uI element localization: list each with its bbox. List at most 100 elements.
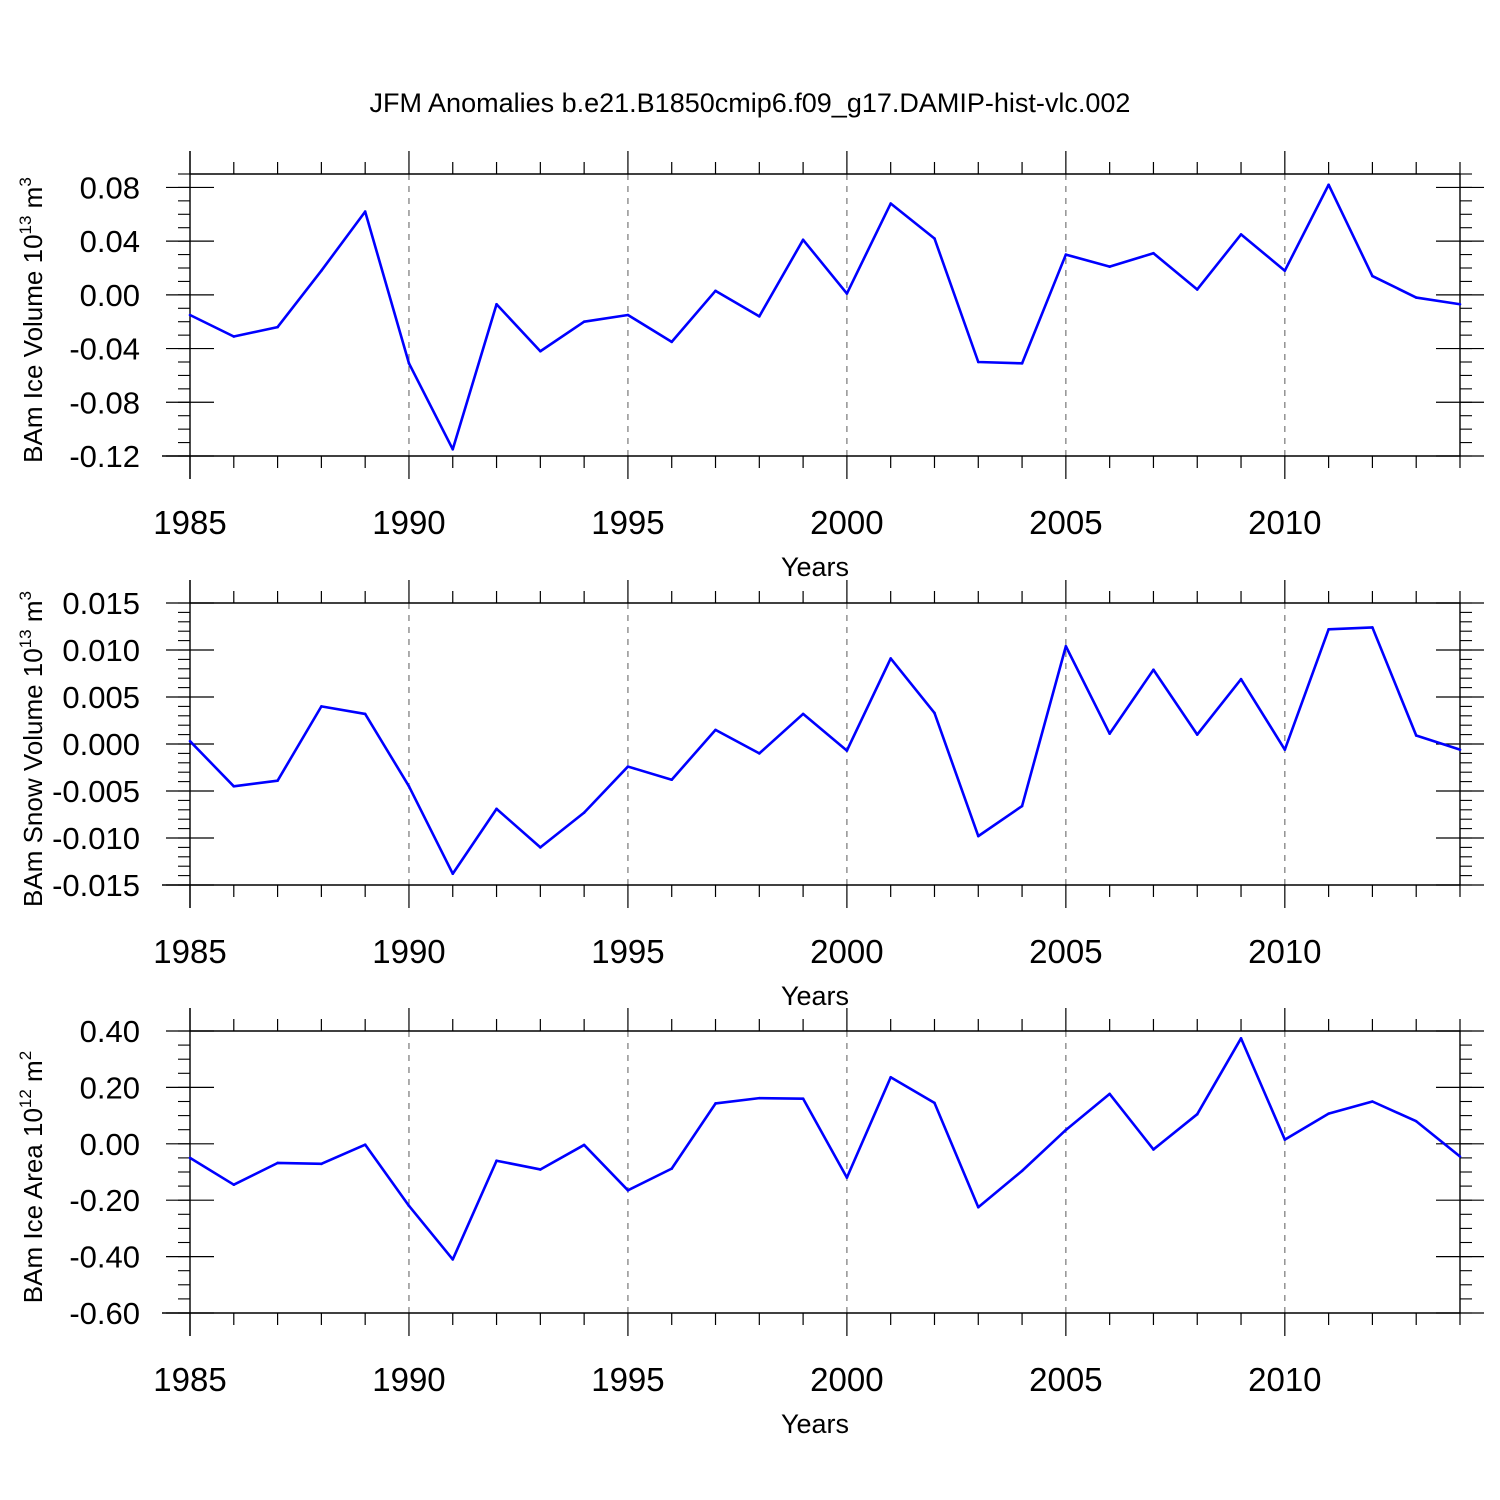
data-point xyxy=(714,728,717,732)
data-point xyxy=(1064,1128,1068,1132)
data-point xyxy=(1371,626,1374,629)
data-point xyxy=(1020,1169,1024,1173)
x-tick-label: 2010 xyxy=(1248,1361,1321,1398)
x-tick-label: 1995 xyxy=(591,504,664,541)
y-axis-label-superscript: 2 xyxy=(16,1051,35,1060)
data-point xyxy=(232,1183,236,1186)
y-tick-label: 0.005 xyxy=(62,680,140,715)
data-point xyxy=(1195,288,1199,291)
chart-panel-3: 1985 1990 1995 2000 2005 2010 -0.60 -0.40 -0.20 0… xyxy=(16,1008,1484,1439)
data-point xyxy=(1239,1037,1243,1040)
data-point xyxy=(670,778,674,782)
y-tick-label: -0.005 xyxy=(52,774,140,809)
data-point xyxy=(1195,1112,1199,1116)
y-tick-label: -0.015 xyxy=(52,868,140,903)
x-axis-label: Years xyxy=(781,981,849,1011)
data-point xyxy=(1371,1100,1374,1103)
y-axis-label-part: m xyxy=(18,187,48,216)
y-tick-label: 0.20 xyxy=(80,1070,140,1105)
y-tick-label: 0.000 xyxy=(62,727,140,762)
y-tick-label: 0.08 xyxy=(80,170,140,205)
panels: 1985 1990 1995 2000 2005 2010 -0.12 -0.08 -0.04 0… xyxy=(16,151,1484,1439)
x-tick-label: 2000 xyxy=(810,933,883,970)
x-tick-label: 2000 xyxy=(810,504,883,541)
data-point xyxy=(1108,732,1111,735)
data-point xyxy=(801,1097,805,1100)
x-tick-label: 1985 xyxy=(153,933,226,970)
data-point xyxy=(1327,628,1330,631)
x-tick-label: 1985 xyxy=(153,504,226,541)
data-point xyxy=(320,1162,323,1166)
data-point xyxy=(582,811,586,814)
data-point xyxy=(1371,274,1374,278)
data-point xyxy=(626,313,630,317)
data-point xyxy=(1283,269,1287,272)
x-tick-label: 1990 xyxy=(372,933,445,970)
data-point xyxy=(1414,734,1418,737)
x-tick-label: 2005 xyxy=(1029,1361,1102,1398)
data-point xyxy=(539,846,542,849)
data-point xyxy=(758,752,761,755)
data-point xyxy=(1195,733,1199,736)
y-tick-label: -0.12 xyxy=(69,439,140,474)
y-axis-label: BAm Snow Volume 1013 m3 xyxy=(16,591,48,907)
x-tick-label: 2005 xyxy=(1029,933,1102,970)
x-tick-label: 1995 xyxy=(591,1361,664,1398)
data-point xyxy=(407,1204,411,1208)
x-tick-label: 1990 xyxy=(372,1361,445,1398)
data-point xyxy=(801,238,805,242)
data-point xyxy=(1239,233,1243,236)
data-point xyxy=(451,1258,455,1261)
data-point xyxy=(451,447,455,451)
data-point xyxy=(1152,251,1155,255)
data-point xyxy=(1283,748,1287,751)
data-point xyxy=(889,1075,892,1079)
data-point xyxy=(758,1096,761,1100)
data-point xyxy=(495,807,498,811)
data-point xyxy=(1458,302,1462,306)
data-point xyxy=(801,712,805,716)
data-point xyxy=(714,1102,717,1105)
data-point xyxy=(889,202,892,205)
data-point xyxy=(276,1161,279,1165)
y-tick-label: -0.60 xyxy=(69,1296,140,1331)
data-point xyxy=(1458,1155,1462,1158)
data-point xyxy=(407,362,411,365)
data-point xyxy=(451,872,455,876)
data-point xyxy=(320,705,323,708)
y-tick-label: -0.08 xyxy=(69,385,140,420)
data-point xyxy=(1152,668,1155,672)
data-point xyxy=(1108,265,1111,268)
data-point xyxy=(539,1168,542,1171)
data-point xyxy=(670,340,674,344)
data-point xyxy=(1414,296,1418,299)
data-point xyxy=(320,269,323,272)
y-axis-label-part: m xyxy=(18,600,48,629)
figure-title: JFM Anomalies b.e21.B1850cmip6.f09_g17.D… xyxy=(370,88,1131,118)
y-axis-label-superscript: 12 xyxy=(16,1089,35,1108)
y-axis-label-part: BAm Ice Volume 10 xyxy=(18,234,48,462)
data-point xyxy=(933,237,936,240)
x-tick-label: 2005 xyxy=(1029,504,1102,541)
x-axis-label: Years xyxy=(781,552,849,582)
data-point xyxy=(495,302,498,306)
x-axis-label: Years xyxy=(781,1409,849,1439)
y-tick-label: 0.40 xyxy=(80,1014,140,1049)
y-tick-label: -0.04 xyxy=(69,332,140,367)
data-point xyxy=(1108,1092,1111,1096)
data-point xyxy=(363,210,367,213)
data-point xyxy=(188,739,192,743)
x-tick-label: 2000 xyxy=(810,1361,883,1398)
data-point xyxy=(976,834,980,838)
x-tick-label: 1985 xyxy=(153,1361,226,1398)
series-line xyxy=(189,1037,1461,1261)
data-point xyxy=(845,1176,849,1179)
y-axis-label-superscript: 13 xyxy=(16,216,35,235)
y-axis-label-superscript: 3 xyxy=(16,591,35,600)
data-point xyxy=(1414,1119,1418,1123)
data-point xyxy=(845,749,849,752)
data-point xyxy=(495,1159,498,1163)
y-tick-label: -0.010 xyxy=(52,821,140,856)
data-point xyxy=(1064,644,1068,648)
